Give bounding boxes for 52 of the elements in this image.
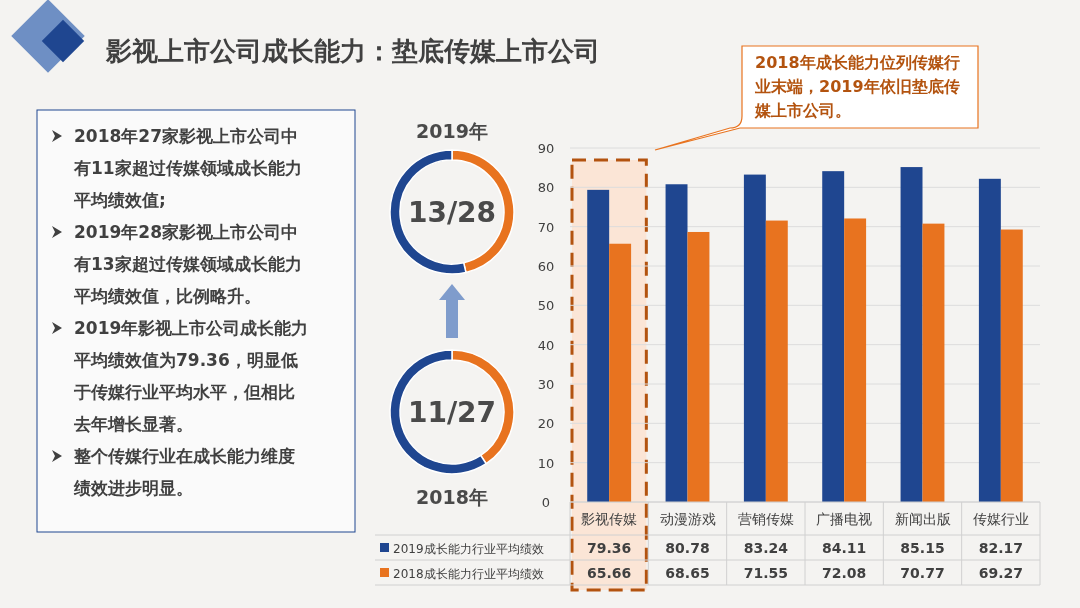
- data-label: 83.24: [743, 540, 789, 556]
- text: 2018年: [416, 486, 488, 508]
- y-tick-label: 80: [537, 180, 555, 196]
- data-label: 79.36: [587, 540, 632, 556]
- bar: [822, 171, 845, 502]
- y-tick-label: 60: [537, 259, 555, 274]
- bar: [687, 231, 710, 502]
- y-tick-label: 50: [537, 298, 555, 314]
- data-label: 72.08: [822, 565, 867, 581]
- text: 13/28: [407, 196, 497, 229]
- chart-title: 2019年: [416, 120, 488, 142]
- text: 2018年成长能力位列传媒行业末端，2019年依旧垫底传媒上市公司。: [754, 53, 960, 120]
- data-label: 82.17: [978, 540, 1023, 556]
- bar: [922, 223, 945, 502]
- data-label: 71.55: [743, 565, 788, 581]
- data-label: 69.27: [978, 565, 1023, 581]
- data-label: 85.15: [900, 540, 945, 556]
- bar: [665, 184, 688, 502]
- y-tick-label: 20: [537, 416, 555, 432]
- x-tick-label: 营销传媒: [737, 511, 794, 527]
- legend-label: 2019成长能力行业平均绩效: [393, 542, 544, 556]
- y-tick-label: 0: [541, 495, 551, 510]
- bar: [743, 174, 766, 502]
- bar: [900, 167, 923, 502]
- data-label: 70.77: [900, 565, 945, 581]
- y-tick-label: 30: [537, 377, 555, 392]
- text: 影视上市公司成长能力：垫底传媒上市公司: [105, 36, 600, 66]
- legend-label: 2018成长能力行业平均绩效: [393, 567, 544, 581]
- text: 11/27: [407, 396, 497, 429]
- bar: [978, 178, 1001, 502]
- x-tick-label: 影视传媒: [581, 511, 638, 527]
- text: 2019年影视上市公司成长能力平均绩效值为79.36，明显低于传媒行业平均水平，但相比去年增长显著。: [73, 318, 309, 434]
- bar: [844, 218, 867, 502]
- text: 整个传媒行业在成长能力维度绩效进步明显。: [73, 446, 295, 498]
- bar: [765, 220, 788, 502]
- y-tick-label: 10: [537, 455, 555, 471]
- data-label: 65.66: [587, 565, 632, 581]
- y-tick-label: 70: [537, 219, 555, 235]
- bar: [609, 243, 632, 502]
- x-tick-label: 传媒行业: [972, 511, 1029, 527]
- bar: [1000, 229, 1023, 502]
- y-tick-label: 40: [537, 337, 555, 353]
- bar: [587, 189, 610, 502]
- x-tick-label: 广播电视: [816, 511, 873, 527]
- data-label: 84.11: [822, 540, 867, 556]
- text: 2018年27家影视上市公司中有11家超过传媒领域成长能力平均绩效值;: [73, 126, 302, 210]
- x-tick-label: 新闻出版: [894, 511, 951, 527]
- y-tick-label: 90: [537, 141, 555, 156]
- text: 2019年28家影视上市公司中有13家超过传媒领域成长能力平均绩效值，比例略升。: [73, 222, 302, 306]
- data-label: 68.65: [665, 565, 710, 581]
- data-label: 80.78: [665, 540, 710, 556]
- x-tick-label: 动漫游戏: [659, 511, 716, 527]
